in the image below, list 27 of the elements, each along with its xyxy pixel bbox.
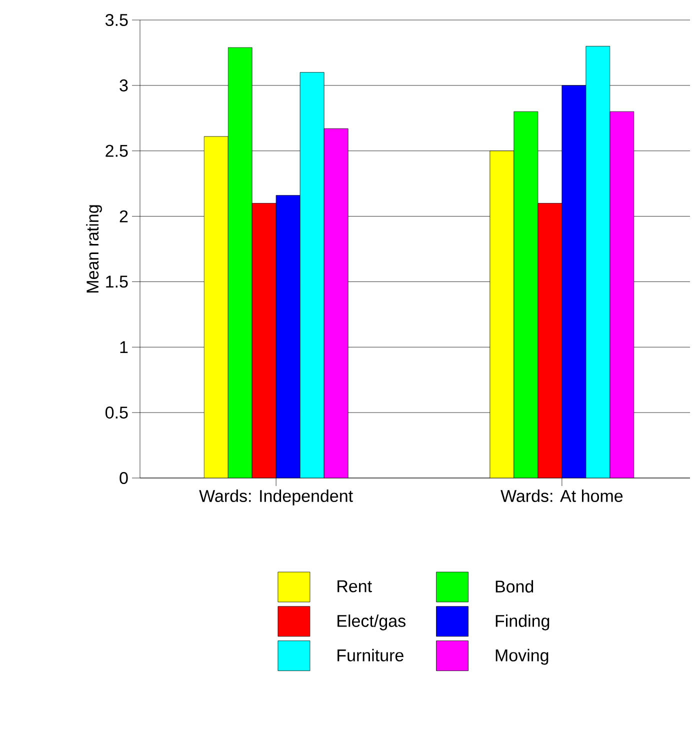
- bar: [610, 111, 634, 478]
- legend-label: Moving: [496, 648, 548, 665]
- y-tick-label: 2: [120, 210, 128, 222]
- legend-label: Rent: [338, 580, 372, 592]
- y-tick-label: 1: [120, 341, 128, 353]
- y-tick-label: 3: [120, 79, 128, 92]
- bar: [324, 128, 348, 478]
- y-axis-title: Mean rating: [86, 205, 102, 292]
- bar: [538, 203, 562, 478]
- y-tick-label: 2.5: [106, 144, 128, 157]
- bar: [562, 85, 586, 478]
- bar: [300, 72, 324, 478]
- y-tick-label: 0.5: [105, 406, 128, 419]
- legend-label: Finding: [496, 614, 550, 630]
- y-tick-label: 3.5: [105, 14, 128, 26]
- x-tick-label: Wards: Independent: [199, 490, 353, 506]
- bar: [252, 203, 276, 478]
- bar: [514, 111, 538, 478]
- y-tick-label: 0: [120, 472, 128, 484]
- legend-label: Bond: [496, 580, 534, 593]
- y-tick-label: 1.5: [106, 276, 128, 288]
- bar: [228, 47, 252, 478]
- legend-label: Furniture: [338, 648, 404, 662]
- bar: [276, 195, 300, 478]
- legend-label: Elect/gas: [338, 614, 406, 630]
- bar: [586, 46, 610, 478]
- x-tick-label: Wards: At home: [500, 490, 623, 502]
